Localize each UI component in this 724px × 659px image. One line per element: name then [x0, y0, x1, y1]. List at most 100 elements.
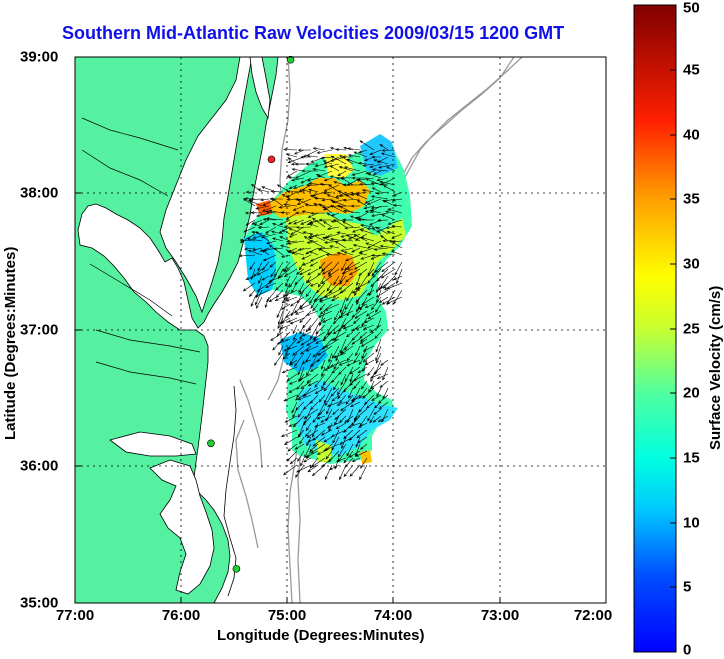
velocity-vector: [244, 211, 256, 215]
velocity-vector: [259, 247, 270, 252]
velocity-vector: [376, 268, 389, 282]
velocity-vector: [312, 422, 319, 438]
velocity-vector: [375, 303, 382, 313]
velocity-vector: [325, 253, 340, 257]
velocity-vector: [382, 239, 396, 243]
velocity-vector: [336, 231, 347, 235]
velocity-vector: [378, 401, 389, 410]
velocity-vector: [332, 317, 340, 325]
velocity-vector: [242, 198, 256, 207]
velocity-vector: [299, 268, 312, 276]
velocity-vector: [326, 282, 333, 292]
rivers: [81, 117, 201, 385]
velocity-vector: [352, 317, 361, 325]
velocity-vector: [281, 194, 291, 200]
velocity-vector: [288, 422, 298, 427]
velocity-vector: [316, 352, 326, 363]
velocity-vector: [330, 204, 347, 214]
velocity-vector: [337, 443, 347, 458]
velocity-vector: [333, 352, 347, 358]
velocity-vector: [283, 203, 298, 207]
velocity-vector: [387, 219, 403, 225]
velocity-vector: [337, 387, 347, 400]
velocity-vector: [296, 338, 305, 344]
velocity-vector: [353, 408, 368, 420]
velocity-vector: [313, 296, 326, 302]
velocity-vector: [286, 197, 298, 201]
velocity-vector: [382, 387, 389, 400]
y-tick-label: 36:00: [20, 457, 59, 475]
velocity-vector: [370, 380, 382, 389]
velocity-vector: [348, 450, 361, 458]
velocity-vector: [391, 233, 403, 239]
velocity-vector: [343, 450, 354, 464]
velocity-vector: [323, 366, 333, 371]
velocity-vector: [291, 177, 305, 182]
velocity-vector: [344, 415, 354, 423]
velocity-vector: [256, 282, 270, 292]
velocity-vector: [305, 289, 312, 298]
velocity-vector: [287, 240, 305, 245]
velocity-vector: [321, 380, 326, 390]
velocity-vector: [317, 248, 333, 256]
axis-ticks: [75, 192, 501, 603]
velocity-vector: [279, 324, 291, 330]
velocity-vector: [238, 254, 256, 258]
velocity-vector: [351, 247, 361, 253]
velocity-vector: [380, 359, 389, 366]
velocity-vector: [283, 436, 298, 445]
velocity-vector: [354, 282, 368, 290]
velocity-vector: [359, 331, 375, 342]
velocity-vector: [299, 436, 305, 445]
velocity-vector: [357, 366, 368, 374]
velocity-vector: [335, 148, 347, 152]
velocity-vector: [362, 163, 375, 167]
velocity-vector: [287, 156, 305, 164]
velocity-vector: [344, 338, 354, 351]
velocity-vector: [367, 310, 382, 320]
velocity-vector: [317, 345, 333, 356]
velocity-vector: [367, 173, 382, 179]
velocity-vector: [371, 253, 389, 257]
velocity-vector: [287, 443, 298, 452]
y-tick-label: 38:00: [20, 184, 59, 202]
velocity-vector: [328, 464, 340, 471]
velocity-vector: [308, 250, 319, 256]
velocity-vector: [392, 203, 403, 207]
velocity-vector: [322, 160, 333, 165]
velocity-vector: [336, 380, 347, 396]
velocity-vector: [292, 205, 305, 211]
velocity-vector: [352, 373, 368, 382]
velocity-vector: [261, 249, 270, 256]
velocity-vector: [351, 170, 368, 176]
velocity-vector: [345, 275, 354, 283]
velocity-vector: [268, 244, 284, 256]
velocity-vector: [320, 429, 333, 436]
velocity-vector: [262, 198, 277, 206]
velocity-vector: [262, 218, 277, 221]
velocity-vector: [286, 240, 298, 244]
colorbar-tick-label: 50: [683, 0, 700, 17]
velocity-vector: [295, 225, 312, 229]
velocity-vector: [346, 359, 361, 367]
velocity-vector: [255, 212, 270, 217]
velocity-vector: [391, 240, 403, 244]
velocity-vector: [369, 324, 382, 333]
velocity-vector: [328, 352, 333, 363]
velocity-vector: [327, 268, 340, 277]
velocity-vector: [351, 289, 361, 294]
velocity-vector: [294, 197, 305, 201]
velocity-vector: [331, 436, 340, 451]
velocity-vector: [356, 275, 361, 287]
velocity-vector: [250, 211, 263, 215]
velocity-vector: [330, 429, 347, 437]
velocity-vector: [359, 229, 375, 235]
velocity-vector: [393, 289, 403, 305]
velocity-vector: [296, 464, 312, 473]
velocity-vector: [340, 247, 354, 252]
velocity-vector: [265, 226, 277, 234]
velocity-vector: [367, 366, 375, 377]
velocity-vector: [388, 240, 403, 249]
velocity-vector: [287, 157, 298, 165]
velocity-vector: [347, 153, 361, 158]
